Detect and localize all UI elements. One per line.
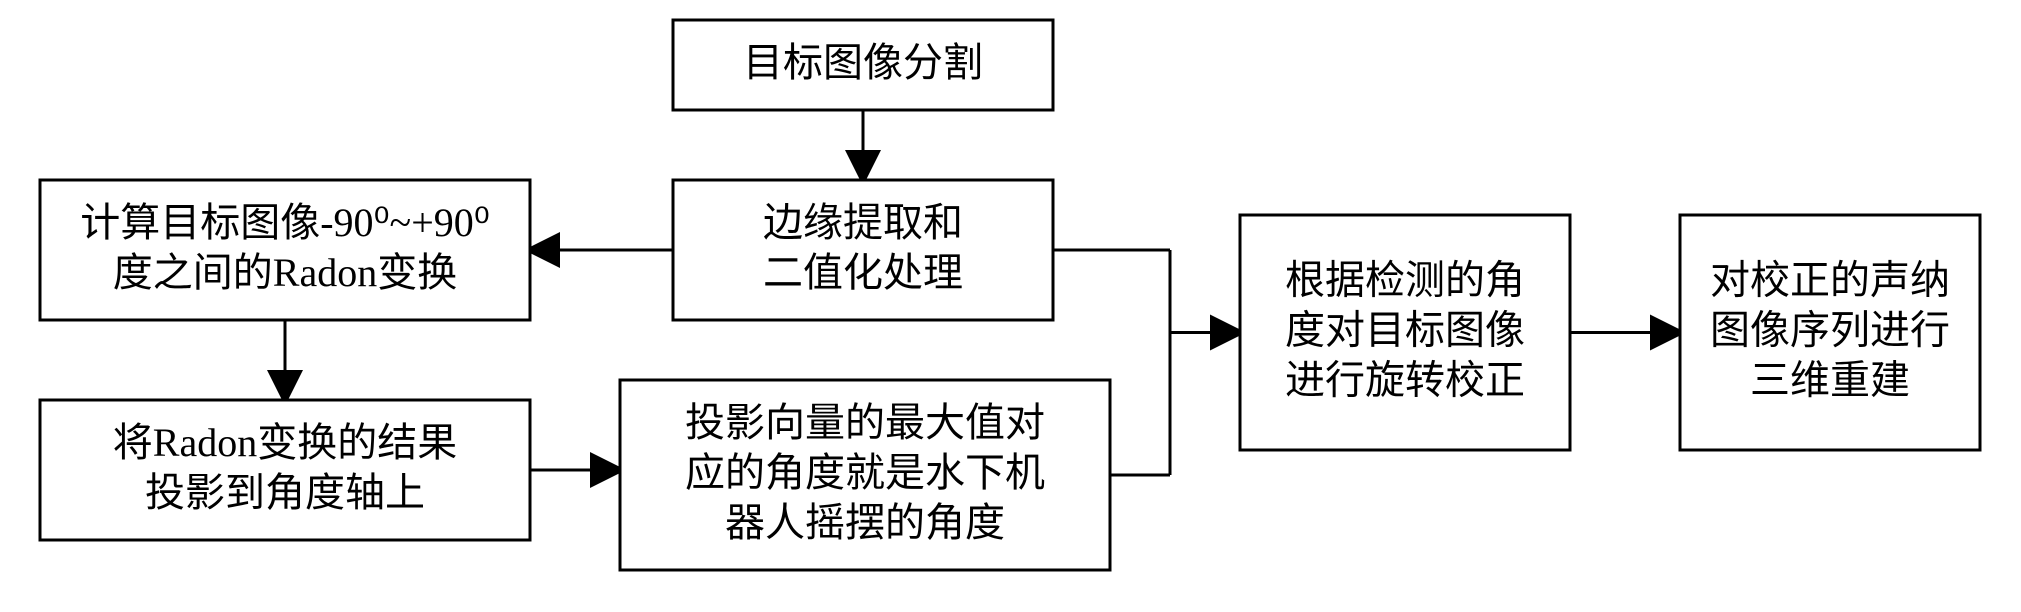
- node-label: 投影向量的最大值对: [685, 400, 1045, 445]
- node-label: 度之间的Radon变换: [113, 250, 457, 295]
- flowchart-node: 对校正的声纳图像序列进行三维重建: [1680, 215, 1980, 450]
- node-label: 目标图像分割: [743, 40, 983, 85]
- flowchart-node: 投影向量的最大值对应的角度就是水下机器人摇摆的角度: [620, 380, 1110, 570]
- flowchart: 目标图像分割边缘提取和二值化处理 计算目标图像-90⁰~+90⁰ 度之间的Radon…: [0, 0, 2021, 612]
- flowchart-node: 根据检测的角度对目标图像进行旋转校正: [1240, 215, 1570, 450]
- node-label: 投影到角度轴上: [145, 470, 425, 515]
- node-label: 对校正的声纳: [1710, 258, 1950, 303]
- nodes-layer: 目标图像分割边缘提取和二值化处理 计算目标图像-90⁰~+90⁰ 度之间的Radon…: [40, 20, 1980, 570]
- flowchart-node: 计算目标图像-90⁰~+90⁰ 度之间的Radon变换: [40, 180, 530, 320]
- node-label: 根据检测的角: [1285, 258, 1525, 303]
- node-label: 进行旋转校正: [1285, 358, 1525, 403]
- flowchart-node: 目标图像分割: [673, 20, 1053, 110]
- node-label: 器人摇摆的角度: [725, 500, 1005, 545]
- flowchart-node: 边缘提取和二值化处理: [673, 180, 1053, 320]
- node-label: 二值化处理: [763, 250, 963, 295]
- node-label: 将Radon变换的结果: [113, 420, 457, 465]
- node-label: 图像序列进行: [1710, 308, 1950, 353]
- node-label: 边缘提取和: [763, 200, 963, 245]
- node-label: 三维重建: [1750, 358, 1910, 403]
- node-label: 应的角度就是水下机: [685, 450, 1045, 495]
- flowchart-node: 将Radon变换的结果投影到角度轴上: [40, 400, 530, 540]
- node-label: 计算目标图像-90⁰~+90⁰: [80, 200, 490, 245]
- node-label: 度对目标图像: [1285, 308, 1525, 353]
